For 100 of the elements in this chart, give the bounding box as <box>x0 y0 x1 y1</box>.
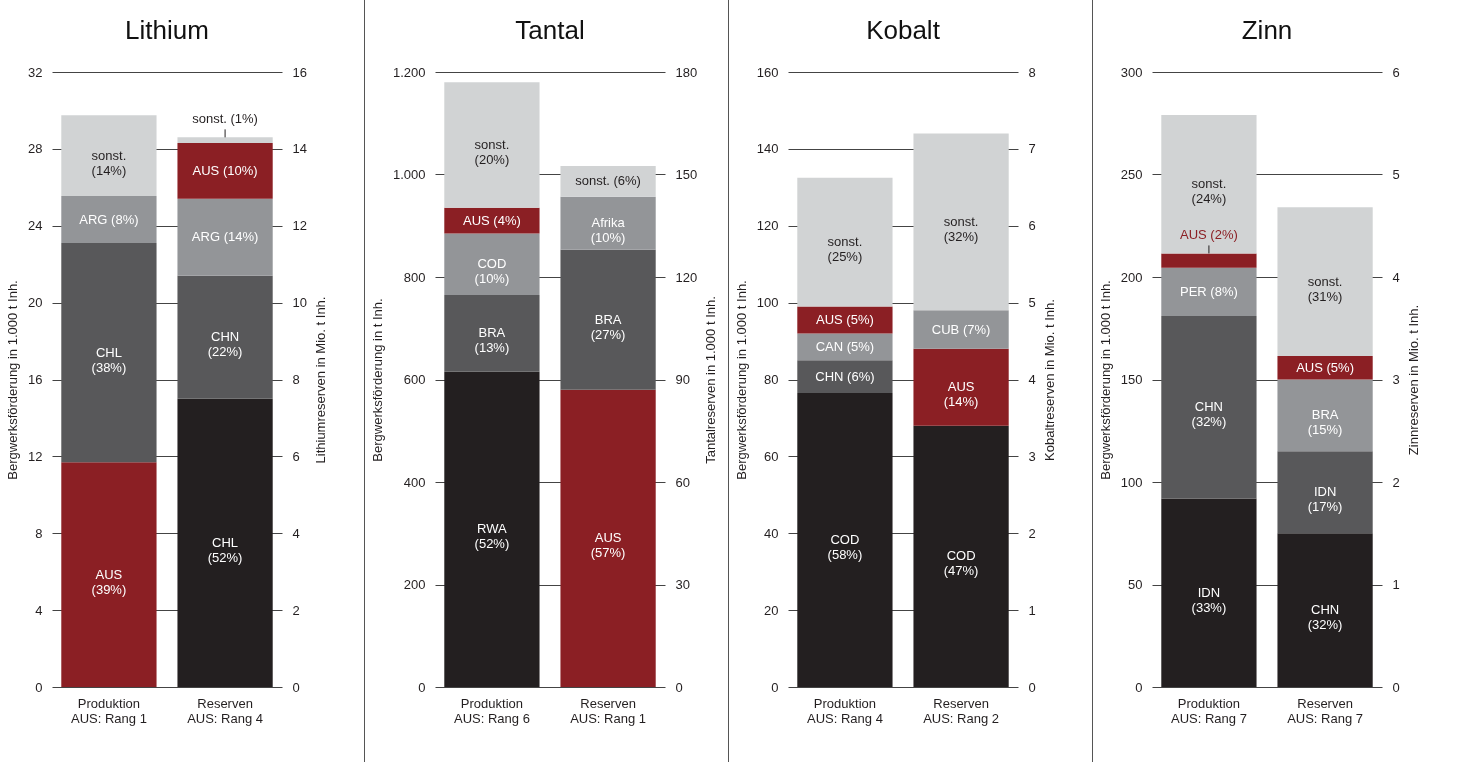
y2-axis-title: Lithiumreserven in Mio. t Inh. <box>312 296 328 464</box>
y-tick-label: 8 <box>35 525 43 541</box>
annotation: sonst. (6%) <box>575 173 641 189</box>
y2-tick-label: 6 <box>1028 218 1036 234</box>
y2-tick-label: 0 <box>1392 679 1400 695</box>
y-tick-label: 32 <box>28 64 43 80</box>
y-tick-label: 140 <box>756 141 779 157</box>
y2-tick-label: 8 <box>1028 64 1036 80</box>
annotation: CHN (32%) <box>1307 602 1343 633</box>
annotation: COD (47%) <box>943 548 979 579</box>
y-tick-label: 60 <box>764 448 779 464</box>
y2-tick-label: 10 <box>292 295 307 311</box>
annotation: sonst. (1%) <box>192 111 258 127</box>
y-tick-label: 300 <box>1120 64 1143 80</box>
y-tick-label: 200 <box>403 577 426 592</box>
annotation: ARG (8%) <box>79 211 139 227</box>
y2-tick-label: 5 <box>1392 167 1400 182</box>
y-tick-label: 24 <box>28 218 43 234</box>
y2-tick-label: 4 <box>1392 269 1400 285</box>
y2-tick-label: 6 <box>1392 64 1400 80</box>
y2-tick-label: 0 <box>675 679 683 695</box>
x-tick-label: Reserven AUS: Rang 4 <box>187 695 264 726</box>
bar <box>61 115 157 196</box>
y2-tick-label: 0 <box>1028 679 1036 695</box>
annotation: COD (10%) <box>474 256 510 287</box>
bar <box>61 462 157 687</box>
y-tick-label: 0 <box>35 679 43 695</box>
annotation: CHN (6%) <box>815 368 875 384</box>
y-tick-label: 160 <box>756 64 779 80</box>
annotation: sonst. (25%) <box>827 234 863 265</box>
y-tick-label: 12 <box>28 448 43 464</box>
annotation: AUS (2%) <box>1180 227 1238 243</box>
y-tick-label: 20 <box>764 602 779 618</box>
y2-tick-label: 90 <box>675 372 690 387</box>
y2-tick-label: 16 <box>292 64 307 80</box>
y-tick-label: 40 <box>764 525 779 541</box>
y2-tick-label: 4 <box>1028 372 1036 387</box>
y2-tick-label: 150 <box>675 167 698 182</box>
annotation: CHL (52%) <box>207 534 243 565</box>
annotation: RWA (52%) <box>474 521 510 552</box>
y-tick-label: 16 <box>28 372 43 387</box>
chart-title: Lithium <box>125 15 209 45</box>
y2-tick-label: 60 <box>675 474 690 490</box>
y2-axis-title: Tantalreserven in 1.000 t Inh. <box>703 296 719 464</box>
y-axis-title: Bergwerksförderung in t Inh. <box>369 298 385 462</box>
annotation: IDN (33%) <box>1191 584 1227 615</box>
y2-tick-label: 1 <box>1392 577 1400 592</box>
y-tick-label: 600 <box>403 372 426 387</box>
y2-tick-label: 14 <box>292 141 307 157</box>
y2-tick-label: 3 <box>1392 372 1400 387</box>
y-tick-label: 120 <box>756 218 779 234</box>
y-tick-label: 200 <box>1120 269 1143 285</box>
chart-title: Zinn <box>1241 15 1293 45</box>
chart-title: Kobalt <box>866 15 941 45</box>
annotation: sonst. (20%) <box>474 137 510 168</box>
y-tick-label: 400 <box>403 474 426 490</box>
annotation: AUS (10%) <box>192 162 258 178</box>
annotation: BRA (27%) <box>590 311 626 342</box>
y2-tick-label: 4 <box>292 525 300 541</box>
annotation: BRA (13%) <box>474 325 510 356</box>
annotation: COD (58%) <box>827 531 863 562</box>
y-tick-label: 50 <box>1128 577 1143 592</box>
x-tick-label: Produktion AUS: Rang 4 <box>806 695 883 726</box>
annotation: AUS (57%) <box>590 530 626 561</box>
y-tick-label: 800 <box>403 269 426 285</box>
annotation: CAN (5%) <box>815 338 875 354</box>
y2-tick-label: 2 <box>292 602 300 618</box>
y-tick-label: 100 <box>756 295 779 311</box>
y2-tick-label: 180 <box>675 64 698 80</box>
y2-tick-label: 5 <box>1028 295 1036 311</box>
y2-tick-label: 120 <box>675 269 698 285</box>
y-tick-label: 0 <box>418 679 426 695</box>
y2-tick-label: 3 <box>1028 448 1036 464</box>
annotation: AUS (5%) <box>816 311 874 327</box>
bar <box>61 243 157 463</box>
y-tick-label: 1.000 <box>392 167 426 182</box>
y-tick-label: 100 <box>1120 474 1143 490</box>
y2-tick-label: 2 <box>1392 474 1400 490</box>
y-tick-label: 0 <box>771 679 779 695</box>
annotation: AUS (39%) <box>91 566 127 597</box>
y-tick-label: 28 <box>28 141 43 157</box>
y-tick-label: 4 <box>35 602 43 618</box>
chart-title: Tantal <box>515 15 585 45</box>
annotation: sonst. (14%) <box>91 147 127 178</box>
y-tick-label: 20 <box>28 295 43 311</box>
y2-tick-label: 8 <box>292 372 300 387</box>
annotation: AUS (4%) <box>463 212 521 228</box>
annotation: IDN (17%) <box>1307 484 1343 515</box>
annotation: sonst. (31%) <box>1307 273 1343 304</box>
x-tick-label: Reserven AUS: Rang 2 <box>923 695 1000 726</box>
bar <box>61 195 157 244</box>
x-tick-label: Reserven AUS: Rang 1 <box>570 695 647 726</box>
x-tick-label: Produktion AUS: Rang 7 <box>1170 695 1247 726</box>
y-axis-title: Bergwerksförderung in 1.000 t Inh. <box>1097 280 1113 480</box>
y2-tick-label: 30 <box>675 577 690 592</box>
annotation: BRA (15%) <box>1307 407 1343 438</box>
annotation: CUB (7%) <box>931 321 991 337</box>
y-tick-label: 80 <box>764 372 779 387</box>
annotation: ARG (14%) <box>191 229 259 245</box>
annotation: CHN (32%) <box>1191 399 1227 430</box>
